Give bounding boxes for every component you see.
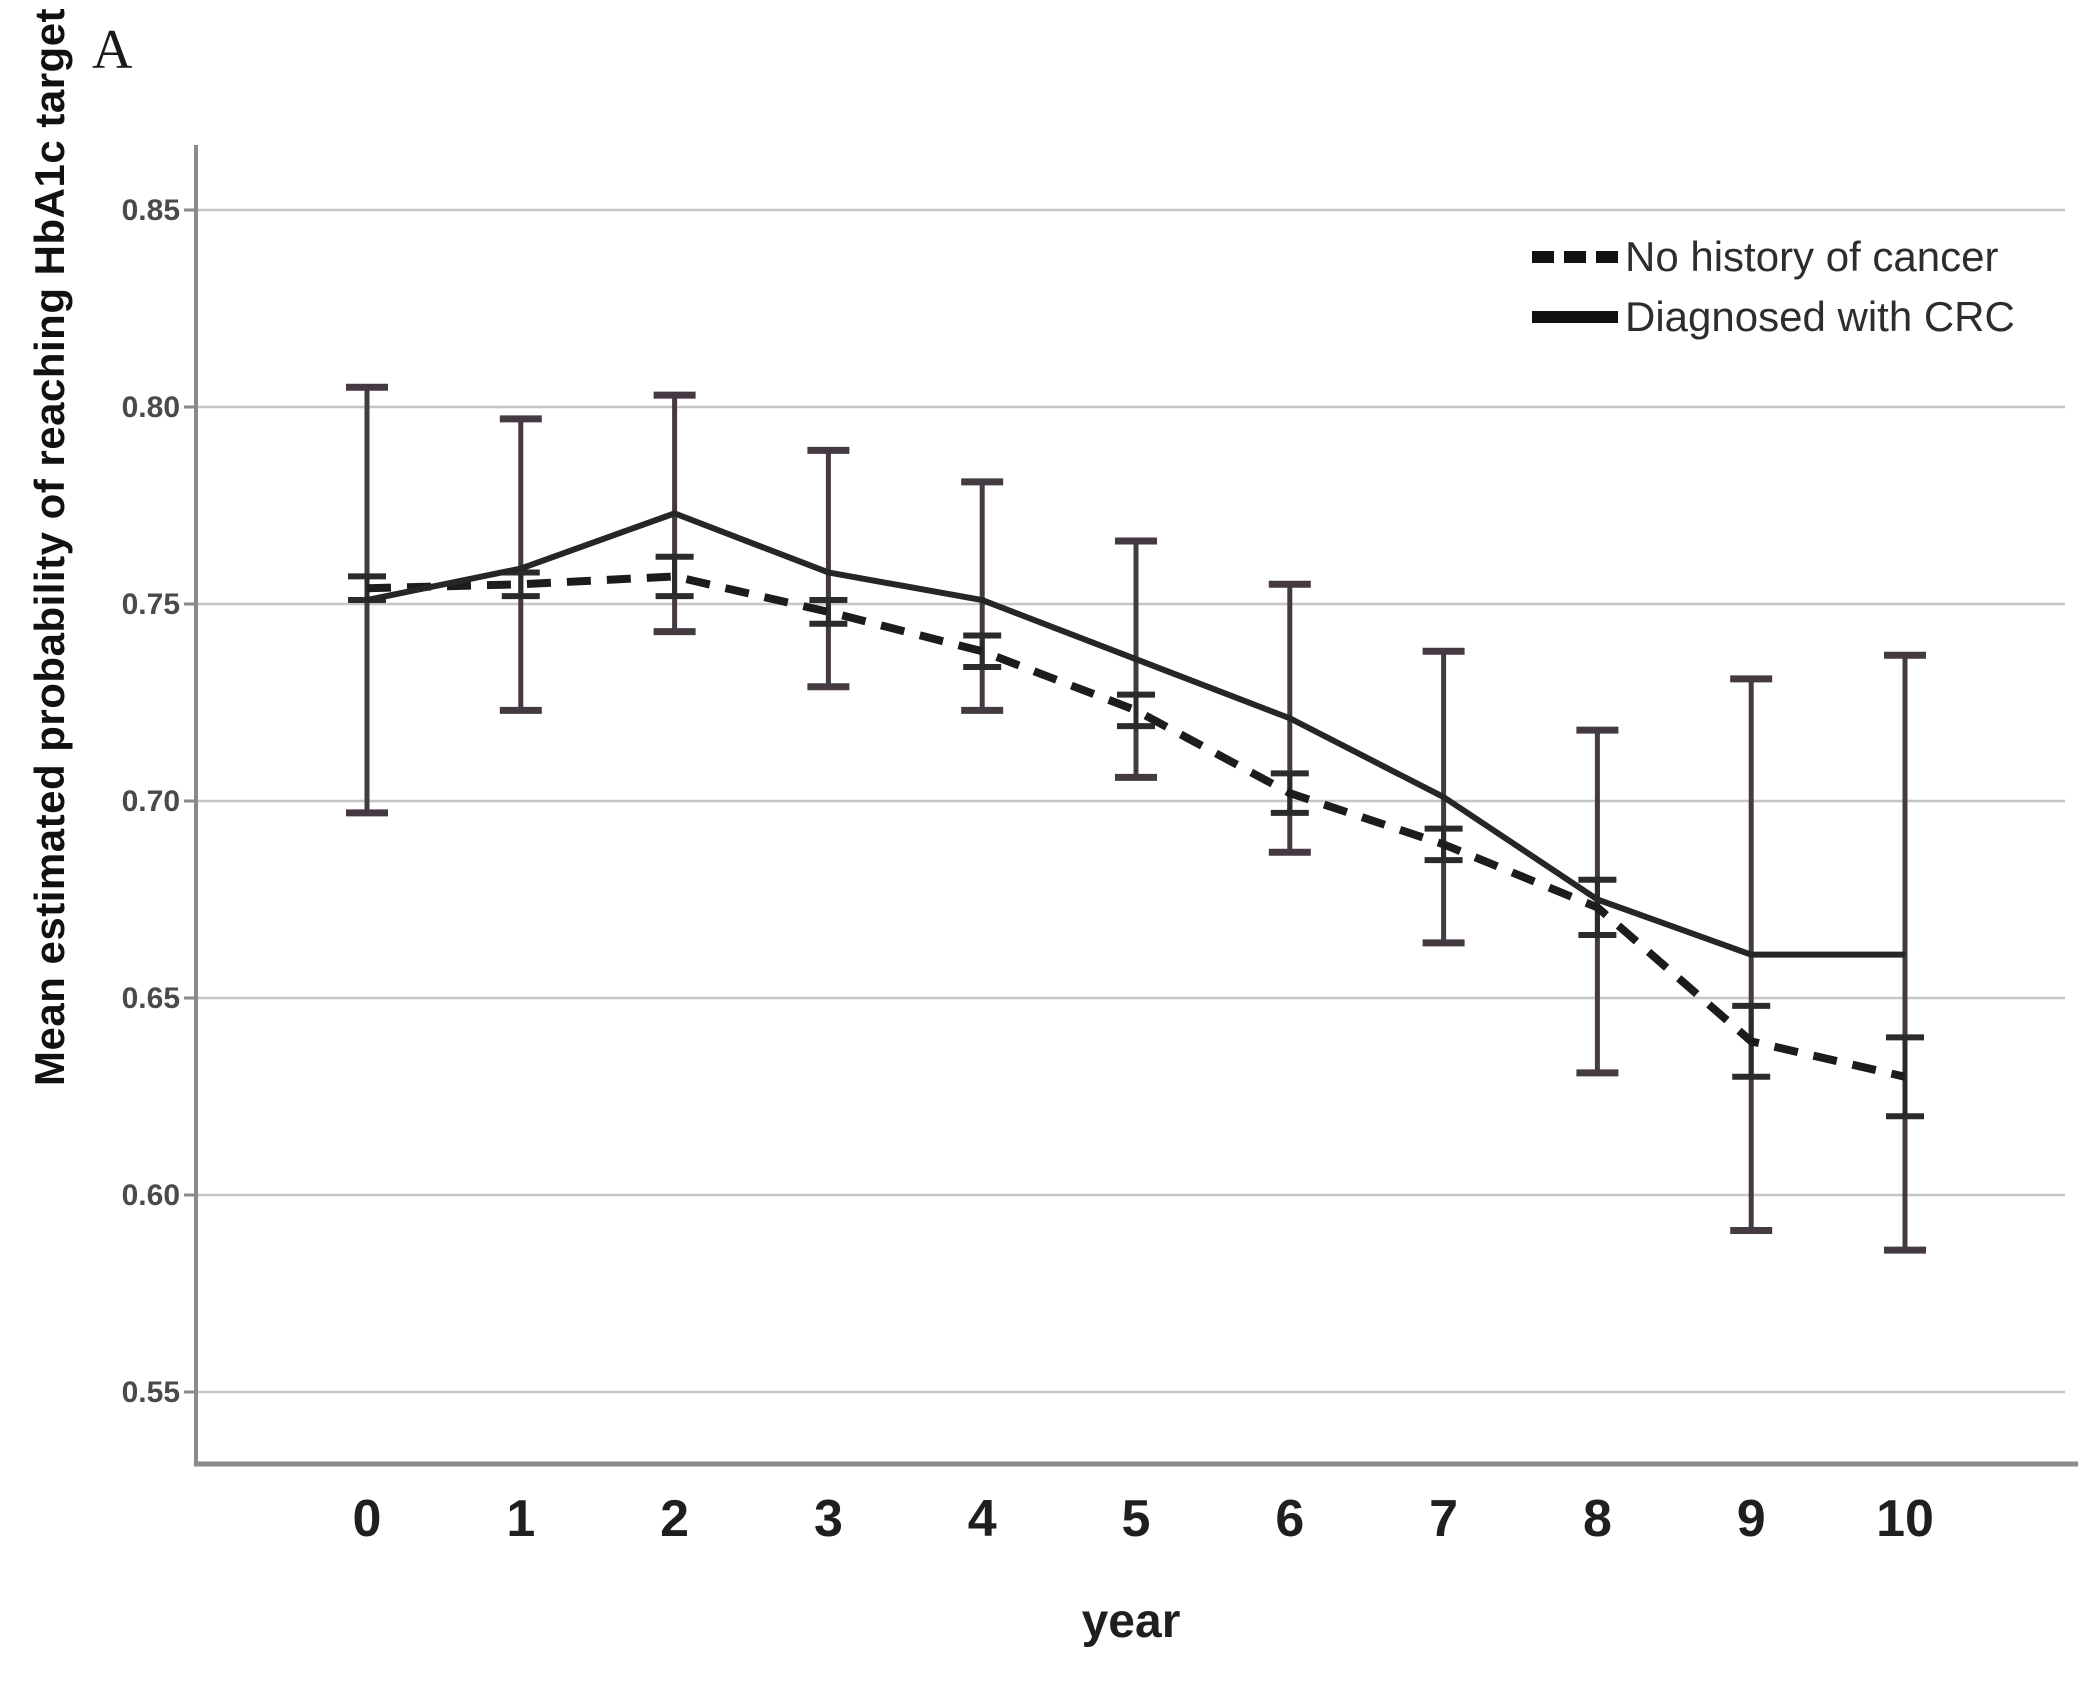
y-tick-label: 0.75 — [122, 588, 180, 621]
dashed-line-swatch — [1532, 251, 1618, 263]
legend: No history of cancer Diagnosed with CRC — [1532, 227, 2092, 347]
x-tick-label: 7 — [1429, 1490, 1458, 1548]
series-line-crc — [366, 510, 1905, 958]
x-tick-label: 1 — [506, 1490, 535, 1548]
y-tick-label: 0.60 — [122, 1179, 180, 1212]
legend-label: Diagnosed with CRC — [1625, 293, 2015, 340]
legend-item-diagnosed-with-crc: Diagnosed with CRC — [1532, 287, 2092, 347]
y-tick-label: 0.55 — [122, 1376, 180, 1409]
y-tick-label: 0.85 — [122, 194, 180, 227]
x-tick-label: 0 — [353, 1490, 382, 1548]
y-tick-label: 0.70 — [122, 785, 180, 818]
x-tick-label: 2 — [660, 1490, 689, 1548]
x-tick-label: 8 — [1583, 1490, 1612, 1548]
y-tick-label: 0.80 — [122, 391, 180, 424]
x-tick-label: 5 — [1122, 1490, 1151, 1548]
series-line-no-history — [366, 572, 1906, 1081]
x-tick-label: 10 — [1876, 1490, 1934, 1548]
legend-label: No history of cancer — [1625, 233, 1999, 280]
panel-label: A — [92, 19, 133, 81]
legend-item-no-history-of-cancer: No history of cancer — [1532, 227, 2092, 287]
x-tick-label: 4 — [968, 1490, 997, 1548]
x-tick-label: 6 — [1275, 1490, 1304, 1548]
x-tick-label: 3 — [814, 1490, 843, 1548]
solid-line-swatch — [1532, 311, 1618, 323]
y-tick-label: 0.65 — [122, 982, 180, 1015]
x-axis-title: year — [1081, 1595, 1181, 1648]
x-tick-label: 9 — [1737, 1490, 1766, 1548]
